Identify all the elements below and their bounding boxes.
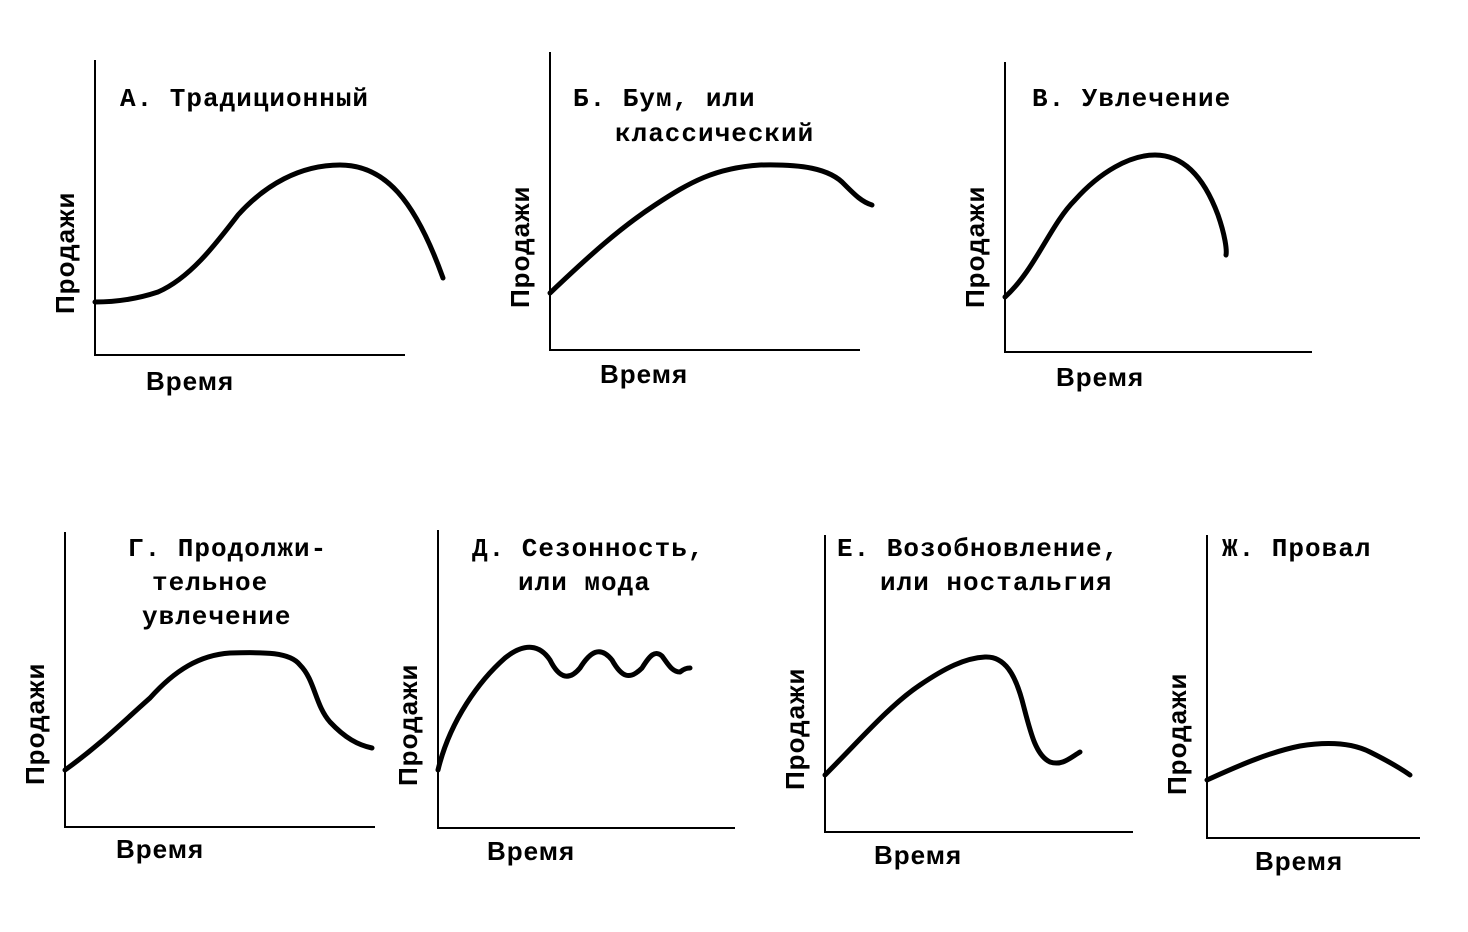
- panel-d-title-line-2: или мода: [518, 568, 651, 598]
- panel-v-curve: [1002, 152, 1229, 300]
- panel-g-title-line-1: Г. Продолжи-: [128, 534, 327, 564]
- panel-d-y-label: Продажи: [393, 664, 423, 787]
- panel-v-axes: [1004, 62, 1312, 353]
- panel-b-x-label: Время: [600, 359, 688, 389]
- panel-b-axes: [549, 52, 860, 351]
- panel-d-axes: [437, 530, 735, 829]
- panel-e-title-line-1: Е. Возобновление,: [837, 534, 1119, 564]
- panel-d-curve: [435, 644, 693, 773]
- panel-zh-title-line-1: Ж. Провал: [1222, 534, 1371, 564]
- panel-a-title-line-1: А. Традиционный: [120, 84, 369, 114]
- panel-zh-axes: [1206, 535, 1420, 839]
- panel-b-y-label: Продажи: [505, 186, 535, 309]
- panel-a-x-label: Время: [146, 366, 234, 396]
- panel-e-axes: [824, 535, 1133, 833]
- panel-e-x-label: Время: [874, 840, 962, 870]
- panel-v-x-label: Время: [1056, 362, 1144, 392]
- panel-v: В. Увлечение Продажи Время: [960, 62, 1312, 392]
- panel-e-y-label: Продажи: [780, 668, 810, 791]
- panel-zh-y-label: Продажи: [1162, 673, 1192, 796]
- panel-d-x-label: Время: [487, 836, 575, 866]
- panel-g-title-line-2: тельное: [152, 568, 268, 598]
- panel-zh-x-label: Время: [1255, 846, 1343, 876]
- panel-g-y-label: Продажи: [20, 663, 50, 786]
- panel-a: А. Традиционный Продажи Время: [50, 60, 446, 396]
- panel-a-y-label: Продажи: [50, 192, 80, 315]
- panel-g-title-line-3: увлечение: [142, 602, 291, 632]
- panel-g: Г. Продолжи- тельное увлечение Продажи В…: [20, 532, 375, 864]
- panel-v-y-label: Продажи: [960, 186, 990, 309]
- panel-b-title-line-1: Б. Бум, или: [573, 84, 756, 114]
- panel-zh-curve: [1204, 741, 1413, 783]
- panel-a-curve: [92, 162, 446, 305]
- panel-e-curve: [822, 654, 1083, 778]
- panel-d-title-line-1: Д. Сезонность,: [472, 534, 704, 564]
- panel-a-axes: [94, 60, 405, 356]
- panel-zh: Ж. Провал Продажи Время: [1162, 534, 1420, 876]
- panel-g-axes: [64, 532, 375, 828]
- panel-g-curve: [62, 650, 375, 773]
- panel-d: Д. Сезонность, или мода Продажи Время: [393, 530, 735, 866]
- panel-v-title-line-1: В. Увлечение: [1032, 84, 1231, 114]
- panel-e: Е. Возобновление, или ностальгия Продажи…: [780, 534, 1133, 870]
- panel-b: Б. Бум, или классический Продажи Время: [505, 52, 875, 389]
- panel-g-x-label: Время: [116, 834, 204, 864]
- panel-e-title-line-2: или ностальгия: [880, 568, 1112, 598]
- panel-b-title-line-2: классический: [615, 119, 814, 149]
- panel-b-curve: [547, 162, 875, 296]
